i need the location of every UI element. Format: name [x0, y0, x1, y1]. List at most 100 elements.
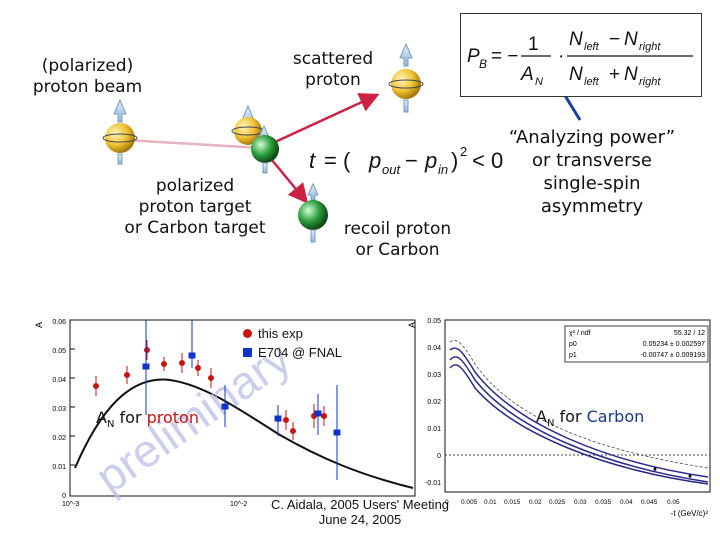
data-point — [161, 361, 167, 367]
caption-sub: N — [106, 419, 115, 431]
data-point — [290, 428, 296, 434]
legend-item-this-exp: this exp — [243, 324, 342, 343]
red-data-points — [93, 340, 327, 440]
svg-text:p: p — [368, 148, 381, 173]
svg-text:p: p — [424, 148, 437, 173]
left-x-tick: 10^-2 — [230, 501, 247, 508]
target-proton-icon — [231, 104, 265, 145]
right-x-tick: 0.035 — [595, 499, 612, 506]
caption-an: A — [536, 407, 547, 426]
svg-text:left: left — [584, 41, 600, 53]
data-point — [179, 360, 185, 366]
right-x-tick: 0.05 — [667, 499, 680, 506]
svg-text:·: · — [558, 46, 564, 67]
footer-date: June 24, 2005 — [318, 512, 402, 527]
right-y-tick: 0.01 — [427, 426, 441, 433]
left-x-ticks: 10^-3 10^-2 — [62, 501, 247, 508]
fit-value: 55.32 / 12 — [674, 330, 705, 337]
right-caption: AN for Carbon — [536, 407, 644, 429]
caption-sub: N — [546, 418, 555, 430]
left-y-ticks: 0.06 0.05 0.04 0.03 0.02 0.01 0 — [52, 319, 66, 500]
svg-text:t: t — [309, 148, 316, 173]
right-x-tick: 0.03 — [574, 499, 587, 506]
left-y-tick: 0.03 — [52, 406, 66, 413]
right-x-axis-label: -t (GeV/c)² — [671, 509, 709, 518]
beam-proton-icon — [102, 98, 138, 165]
left-y-tick: 0.04 — [52, 377, 66, 384]
data-point — [333, 429, 341, 436]
t-formula: t = ( p out − p in ) 2 < 0 — [309, 144, 503, 177]
right-x-tick: 0 — [445, 499, 449, 506]
svg-text:N: N — [535, 76, 543, 88]
data-point — [208, 375, 214, 381]
right-y-tick: 0.02 — [427, 399, 441, 406]
caption-particle: Carbon — [586, 407, 645, 426]
data-point — [653, 467, 657, 471]
svg-text:A: A — [520, 64, 534, 85]
data-point — [142, 363, 150, 370]
right-y-tick: 0 — [437, 453, 441, 460]
target-label: polarized proton target or Carbon target — [124, 176, 266, 238]
fit-stats: χ² / ndf 55.32 / 12 p0 0.05234 ± 0.002597 … — [569, 330, 705, 359]
svg-text:left: left — [584, 76, 600, 88]
data-point — [144, 347, 150, 353]
pb-formula: P B = − 1 A N · N left − N right N left … — [467, 29, 693, 88]
scattered-proton-icon — [388, 42, 424, 113]
data-point — [221, 403, 229, 410]
carbon-target-icon — [251, 124, 279, 174]
caption-for: for — [554, 407, 587, 426]
svg-text:2: 2 — [460, 144, 467, 159]
proton-an-plot: A 0.06 0.05 0.04 0.03 0.02 0.01 0 10^-3 … — [34, 319, 416, 508]
right-x-tick: 0.04 — [620, 499, 633, 506]
right-x-tick: 0.015 — [504, 499, 521, 506]
fit-label: χ² / ndf — [569, 330, 591, 337]
data-point — [93, 383, 99, 389]
svg-text:N: N — [624, 64, 638, 85]
data-point — [314, 410, 322, 417]
data-point — [195, 365, 201, 371]
right-y-axis-label: A — [407, 322, 417, 328]
carbon-an-plot: A 0.05 0.04 0.03 0.02 0.01 0 -0.01 χ² / … — [407, 318, 711, 518]
right-x-tick: 0.045 — [641, 499, 658, 506]
svg-text:+: + — [609, 64, 620, 85]
red-dot-icon — [243, 329, 252, 338]
fit-label: p1 — [569, 352, 577, 359]
svg-text:right: right — [639, 41, 661, 53]
analyzing-power-label: “Analyzing power” or transverse single-s… — [508, 127, 676, 217]
footer: C. Aidala, 2005 Users' Meeting June 24, … — [250, 497, 470, 527]
right-y-tick: 0.03 — [427, 372, 441, 379]
fit-value: 0.05234 ± 0.002597 — [643, 341, 705, 348]
svg-text:N: N — [569, 64, 583, 85]
data-point — [274, 415, 282, 422]
beam-label: (polarized) proton beam — [32, 56, 143, 97]
svg-text:1: 1 — [528, 34, 539, 55]
carbon-data-points — [653, 467, 692, 478]
right-x-tick: 0.005 — [461, 499, 478, 506]
svg-text:N: N — [624, 29, 638, 50]
right-y-tick: -0.01 — [425, 480, 441, 487]
left-x-tick: 10^-3 — [62, 501, 79, 508]
svg-text:P: P — [467, 46, 480, 67]
scattered-label: scattered proton — [292, 49, 374, 90]
recoil-label: recoil proton or Carbon — [343, 219, 452, 260]
svg-text:−: − — [405, 148, 418, 173]
blue-data-points — [142, 320, 341, 480]
fit-label: p0 — [569, 341, 577, 348]
svg-text:= −: = − — [491, 46, 518, 67]
right-x-tick: 0.025 — [549, 499, 566, 506]
data-point — [321, 413, 327, 419]
svg-text:right: right — [639, 76, 661, 88]
right-x-ticks: 0 0.005 0.01 0.015 0.02 0.025 0.03 0.035… — [445, 499, 680, 506]
legend-label: this exp — [258, 326, 303, 341]
left-y-tick: 0.05 — [52, 348, 66, 355]
left-y-tick: 0.02 — [52, 435, 66, 442]
left-caption: AN for proton — [96, 408, 199, 430]
scattering-diagram: t = ( p out − p in ) 2 < 0 — [102, 42, 582, 243]
right-x-tick: 0.01 — [484, 499, 497, 506]
left-y-tick: 0 — [62, 493, 66, 500]
svg-text:−: − — [609, 29, 620, 50]
left-y-tick: 0.06 — [52, 319, 66, 326]
footer-author: C. Aidala, 2005 Users' Meeting — [270, 497, 450, 512]
blue-square-icon — [243, 348, 252, 357]
svg-text:in: in — [438, 162, 448, 177]
